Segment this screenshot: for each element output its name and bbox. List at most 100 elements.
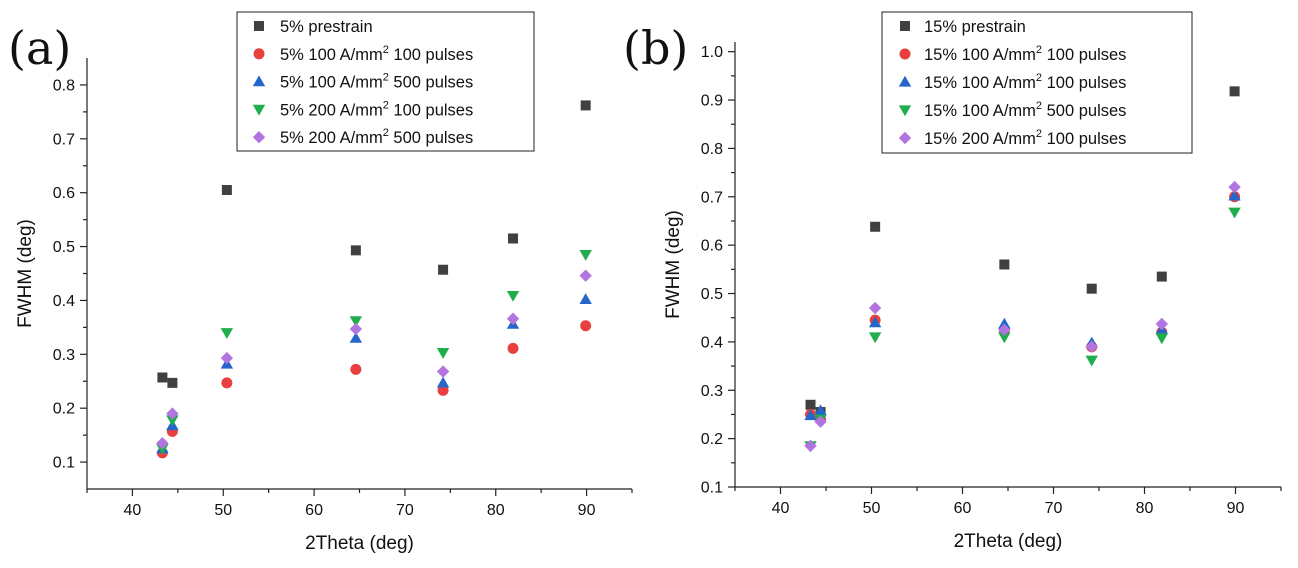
data-point: [1155, 333, 1168, 345]
legend-entry: 15% 200 A/mm2 100 pulses: [924, 128, 1126, 148]
legend-entry: 15% prestrain: [924, 18, 1026, 36]
legend-entry: 15% 100 A/mm2 100 pulses: [924, 72, 1126, 92]
y-tick-label: 0.7: [53, 131, 75, 148]
data-point: [814, 404, 827, 416]
legend-text-pre: 15% 100 A/mm: [924, 102, 1036, 120]
legend-marker: [252, 104, 266, 116]
data-point: [349, 322, 363, 336]
data-point: [350, 245, 361, 256]
series-1: [156, 320, 592, 459]
legend-marker: [254, 21, 264, 31]
x-tick-label: 80: [487, 502, 505, 519]
x-axis-title: 2Theta (deg): [954, 531, 1063, 552]
data-point: [580, 320, 592, 332]
panel-label: (a): [8, 21, 71, 75]
x-tick-label: 60: [305, 502, 323, 519]
legend-text-post: 500 pulses: [389, 74, 473, 92]
panel-label: (b): [623, 21, 688, 75]
series-0: [157, 100, 591, 388]
data-point: [506, 312, 520, 325]
y-tick-label: 0.4: [701, 334, 723, 351]
data-point: [437, 384, 449, 396]
y-tick-label: 0.3: [701, 383, 723, 400]
data-point: [157, 372, 168, 383]
data-point: [1156, 271, 1167, 282]
legend-text-pre: 5% 100 A/mm: [280, 46, 383, 64]
legend-text-sup: 2: [1036, 44, 1042, 56]
x-axis-title: 2Theta (deg): [305, 533, 414, 554]
data-point: [508, 233, 519, 244]
legend-marker: [899, 48, 911, 60]
legend-text-sup: 2: [383, 44, 389, 56]
y-tick-label: 0.5: [701, 286, 723, 303]
x-tick-label: 70: [1045, 500, 1063, 517]
data-point: [166, 407, 179, 420]
legend-text-pre: 15% 200 A/mm: [924, 130, 1036, 148]
data-point: [580, 100, 591, 111]
data-point: [349, 331, 363, 343]
legend-text-post: 100 pulses: [1042, 130, 1126, 148]
data-point: [1085, 340, 1098, 353]
data-point: [507, 342, 519, 354]
y-tick-label: 0.1: [53, 455, 75, 472]
legend-entry: 5% 100 A/mm2 100 pulses: [280, 44, 473, 64]
x-tick-label: 40: [772, 500, 790, 517]
legend-text-sup: 2: [383, 99, 389, 111]
legend-text-post: 100 pulses: [389, 101, 473, 119]
y-tick-label: 1.0: [701, 44, 723, 61]
data-point: [998, 317, 1011, 329]
legend-marker: [252, 75, 266, 87]
legend-marker: [252, 131, 266, 144]
x-tick-label: 80: [1136, 500, 1154, 517]
legend-text-sup: 2: [1036, 100, 1042, 112]
series-4: [804, 180, 1241, 453]
chart-panel-1: (b) 40 50 60 70 80 90 0.1 0.2 0.3 0.4 0.5 0.6 0.7 0.8 0…: [623, 11, 1282, 552]
legend-text-pre: 5% 200 A/mm: [280, 101, 383, 119]
data-point: [868, 316, 882, 328]
legend-text-pre: 5% 200 A/mm: [280, 129, 383, 147]
y-tick-label: 0.8: [53, 77, 75, 94]
y-tick-label: 0.7: [701, 189, 723, 206]
data-point: [221, 184, 232, 195]
legend-entry: 5% prestrain: [280, 18, 373, 36]
legend-text-pre: 15% 100 A/mm: [924, 46, 1036, 64]
data-point: [804, 439, 817, 453]
legend-text-pre: 15% 100 A/mm: [924, 74, 1036, 92]
series-2: [804, 189, 1241, 421]
y-tick-label: 0.2: [701, 431, 723, 448]
series-3: [156, 249, 592, 455]
legend-box: [236, 11, 535, 152]
data-point: [805, 399, 816, 410]
series-3: [804, 207, 1241, 453]
data-point: [868, 301, 882, 315]
data-point: [579, 293, 592, 305]
y-axis-title: FWHM (deg): [663, 210, 684, 319]
legend-text-sup: 2: [1036, 128, 1042, 140]
series-4: [156, 269, 592, 450]
y-tick-label: 0.8: [701, 141, 723, 158]
x-tick-label: 90: [578, 502, 596, 519]
y-tick-label: 0.3: [53, 347, 75, 364]
x-tick-label: 70: [396, 502, 414, 519]
legend-text-post: 100 pulses: [389, 46, 473, 64]
legend-text-sup: 2: [1036, 72, 1042, 84]
data-point: [868, 332, 882, 344]
y-tick-label: 0.4: [53, 293, 75, 310]
series-2: [156, 293, 592, 454]
data-point: [349, 316, 363, 328]
data-point: [166, 415, 179, 427]
legend-marker: [253, 48, 265, 60]
data-point: [167, 377, 178, 388]
data-point: [998, 323, 1011, 336]
data-point: [350, 363, 362, 375]
data-point: [1229, 86, 1240, 97]
data-point: [870, 221, 881, 232]
legend-text-pre: 5% 100 A/mm: [280, 74, 383, 92]
y-tick-label: 0.6: [53, 185, 75, 202]
data-point: [1085, 355, 1098, 367]
data-point: [1228, 180, 1241, 194]
legend-text-post: 500 pulses: [389, 129, 473, 147]
